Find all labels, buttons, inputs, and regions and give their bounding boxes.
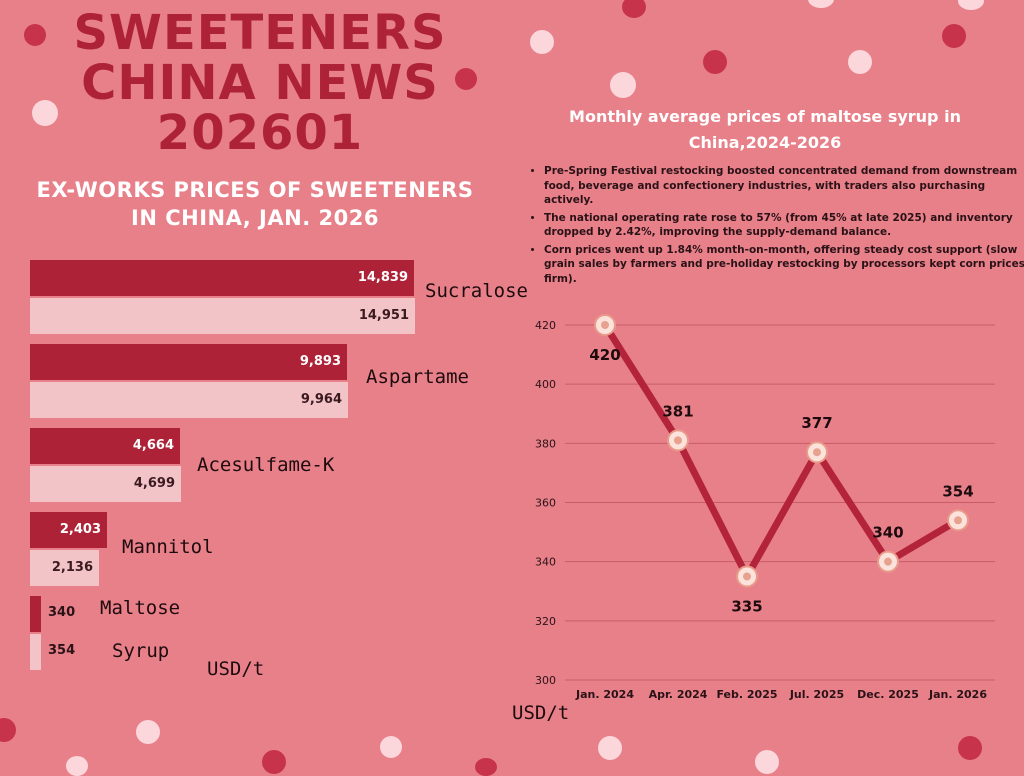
x-tick-label: Dec. 2025 — [857, 688, 919, 701]
data-label: 354 — [942, 482, 973, 500]
decor-dot — [610, 72, 636, 98]
note-item: The national operating rate rose to 57% … — [544, 211, 1024, 240]
y-tick-label: 360 — [535, 497, 556, 510]
bar-sucralose-light: 14,951 — [30, 298, 415, 334]
bar-chart-title-line2: IN CHINA, JAN. 2026 — [131, 206, 379, 230]
decor-dot — [942, 24, 966, 48]
decor-dot — [848, 50, 872, 74]
x-tick-label: Apr. 2024 — [649, 688, 708, 701]
y-tick-label: 400 — [535, 378, 556, 391]
x-tick-label: Jan. 2024 — [575, 688, 634, 701]
decor-dot — [622, 0, 646, 18]
data-point-center — [601, 321, 609, 329]
category-label-acesulfame-k: Acesulfame-K — [197, 454, 335, 476]
decor-dot — [380, 736, 402, 758]
main-title-line2: CHINA NEWS — [81, 55, 439, 111]
data-label: 340 — [872, 524, 903, 542]
decor-dot — [0, 718, 16, 742]
data-point-center — [813, 448, 821, 457]
line-chart-title-line2: China,2024-2026 — [688, 133, 842, 152]
x-tick-label: Jul. 2025 — [789, 688, 844, 701]
y-tick-label: 420 — [535, 319, 556, 332]
x-tick-label: Jan. 2026 — [928, 688, 987, 701]
note-item: Corn prices went up 1.84% month-on-month… — [544, 243, 1024, 287]
data-point-center — [674, 436, 682, 445]
decor-dot — [958, 0, 984, 10]
category-label-syrup: Syrup — [112, 640, 170, 662]
bar-chart-title: EX-WORKS PRICES OF SWEETENERS IN CHINA, … — [20, 176, 490, 232]
decor-dot — [530, 30, 554, 54]
bar-aspartame-light: 9,964 — [30, 382, 348, 418]
bar-value-label: 14,839 — [357, 270, 408, 285]
notes-list: Pre-Spring Festival restocking boosted c… — [528, 164, 1024, 289]
bar-value-label: 2,136 — [51, 560, 93, 575]
series-line — [601, 321, 962, 580]
bar-acesulfame-k-light: 4,699 — [30, 466, 181, 502]
bar-value-label: 354 — [48, 643, 76, 658]
bar-sucralose-dark: 14,839 — [30, 260, 414, 296]
category-label-mannitol: Mannitol — [122, 536, 214, 558]
decor-dot — [455, 68, 477, 90]
note-item: Pre-Spring Festival restocking boosted c… — [544, 164, 1024, 208]
bar-aspartame-dark: 9,893 — [30, 344, 347, 380]
decor-dot — [32, 100, 58, 126]
bar-mannitol-light: 2,136 — [30, 550, 99, 586]
y-tick-label: 340 — [535, 556, 556, 569]
decor-dot — [958, 736, 982, 760]
bar-maltose-syrup-dark — [30, 596, 41, 632]
decor-dot — [24, 24, 46, 46]
category-label-maltose: Maltose — [100, 597, 181, 619]
bar-mannitol-dark: 2,403 — [30, 512, 107, 548]
main-title: SWEETENERS CHINA NEWS 202601 — [40, 8, 480, 158]
bar-value-label: 9,893 — [299, 354, 341, 369]
bar-value-label: 9,964 — [300, 392, 342, 407]
line-chart-title: Monthly average prices of maltose syrup … — [540, 104, 990, 156]
line-chart-title-line1: Monthly average prices of maltose syrup … — [569, 107, 961, 126]
bar-value-label: 2,403 — [59, 522, 101, 537]
decor-dot — [136, 720, 160, 744]
category-label-sucralose: Sucralose — [425, 280, 528, 302]
y-tick-label: 380 — [535, 437, 556, 450]
main-title-line3: 202601 — [156, 105, 364, 161]
main-title-line1: SWEETENERS — [73, 5, 447, 61]
x-tick-label: Feb. 2025 — [716, 688, 777, 701]
data-point-center — [743, 572, 751, 581]
bar-acesulfame-k-dark: 4,664 — [30, 428, 180, 464]
data-point-center — [954, 516, 962, 525]
decor-dot — [703, 50, 727, 74]
bar-value-label: 4,664 — [132, 438, 174, 453]
data-label: 381 — [662, 402, 693, 420]
bar-value-label: 4,699 — [133, 476, 175, 491]
bar-maltose-syrup-light — [30, 634, 41, 670]
data-point-center — [884, 557, 892, 566]
data-label: 420 — [589, 346, 620, 364]
data-label: 377 — [801, 414, 832, 432]
decor-dot — [598, 736, 622, 760]
category-label-aspartame: Aspartame — [366, 366, 469, 388]
y-tick-label: 300 — [535, 674, 556, 687]
bar-chart-title-line1: EX-WORKS PRICES OF SWEETENERS — [36, 178, 474, 202]
y-tick-label: 320 — [535, 615, 556, 628]
bar-value-label: 340 — [48, 605, 76, 620]
data-label: 335 — [731, 597, 762, 615]
bar-unit-label: USD/t — [207, 658, 265, 680]
bar-value-label: 14,951 — [358, 308, 409, 323]
decor-dot — [808, 0, 834, 8]
line-unit-label: USD/t — [512, 702, 570, 724]
